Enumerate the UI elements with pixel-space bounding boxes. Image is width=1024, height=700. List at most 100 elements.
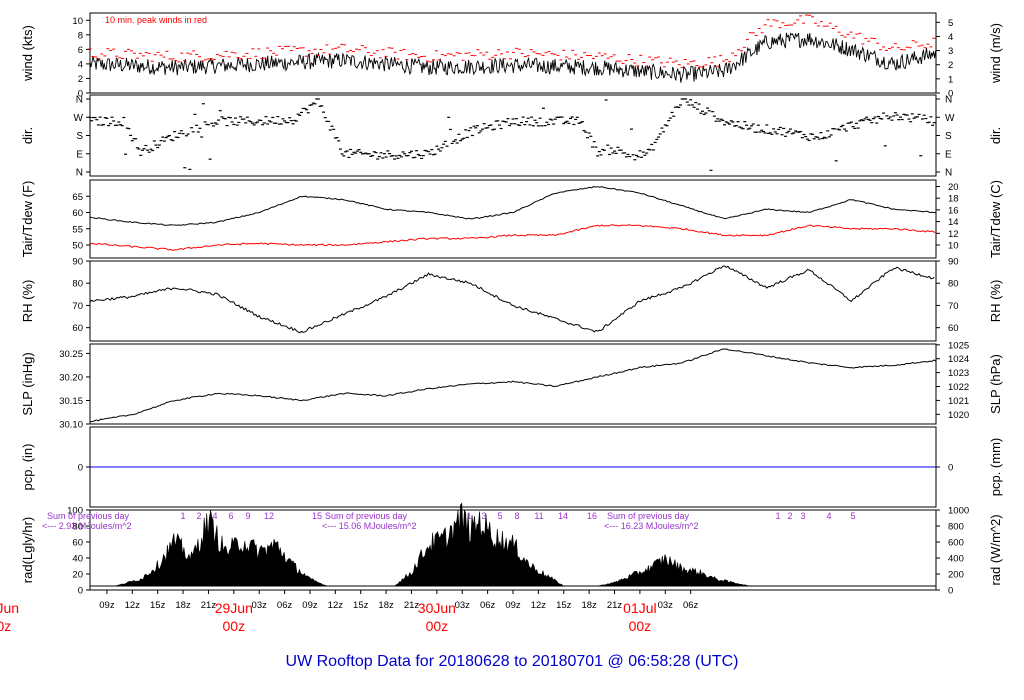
slp-left-axis-title: SLP (inHg) <box>20 352 35 415</box>
slp-right-tick-label: 1023 <box>948 368 969 379</box>
rad-right-tick-label: 1000 <box>948 506 969 517</box>
x-tick-label: 15z <box>353 600 369 611</box>
x-date-sublabel: 00z <box>0 618 11 634</box>
solar-hour-mark: 15 <box>312 511 322 521</box>
wind-right-tick-label: 5 <box>948 18 953 29</box>
pcp-left-tick-label: 0 <box>78 463 83 474</box>
wind-right-tick-label: 1 <box>948 74 953 85</box>
x-tick-label: 06z <box>480 600 496 611</box>
x-tick-label: 12z <box>125 600 141 611</box>
temp-frame <box>89 179 937 259</box>
x-tick-label: 09z <box>99 600 115 611</box>
x-date-label: 30Jun <box>418 600 456 616</box>
rh-left-tick-label: 70 <box>72 301 83 312</box>
wind-left-tick-label: 6 <box>78 45 83 56</box>
slp-frame <box>89 343 937 425</box>
rad-right-axis-title: rad (W/m^2) <box>988 514 1003 585</box>
pcp-right-tick-label: 0 <box>948 463 953 474</box>
wind-left-tick-label: 2 <box>78 74 83 85</box>
x-tick-label: 06z <box>683 600 699 611</box>
panel-rad: 02040608010002004006008001000rad(Lgly/hr… <box>20 506 1003 597</box>
wind-frame <box>89 12 937 94</box>
wind-right-tick-label: 3 <box>948 46 953 57</box>
solar-hour-mark: 1 <box>466 511 471 521</box>
x-tick-label: 03z <box>252 600 268 611</box>
chart-title: UW Rooftop Data for 20180628 to 20180701… <box>286 653 739 670</box>
slp-right-tick-label: 1025 <box>948 340 969 351</box>
x-tick-label: 21z <box>404 600 420 611</box>
solar-hour-mark: 4 <box>212 511 217 521</box>
temp-left-axis-title: Tair/Tdew (F) <box>20 181 35 258</box>
temp-right-tick-label: 14 <box>948 217 959 228</box>
solar-sum-value: <--- 16.23 MJoules/m^2 <box>604 521 699 531</box>
temp-left-tick-label: 60 <box>72 208 83 219</box>
x-tick-label: 09z <box>302 600 318 611</box>
temp-left-tick-label: 65 <box>72 192 83 203</box>
series-slp <box>90 348 937 423</box>
rh-right-tick-label: 60 <box>948 323 959 334</box>
x-tick-label: 15z <box>150 600 166 611</box>
solar-hour-mark: 2 <box>787 511 792 521</box>
wind-right-tick-label: 4 <box>948 32 953 43</box>
dir-left-tick-label: S <box>76 131 83 142</box>
temp-right-axis-title: Tair/Tdew (C) <box>988 180 1003 258</box>
slp-right-tick-label: 1020 <box>948 410 969 421</box>
x-date-label: 28Jun <box>0 600 19 616</box>
dir-left-tick-label: W <box>74 113 84 124</box>
solar-hour-mark: 14 <box>558 511 568 521</box>
solar-sum-label: Sum of previous day <box>325 511 408 521</box>
wind-right-tick-label: 0 <box>948 89 953 100</box>
temp-right-tick-label: 12 <box>948 229 959 240</box>
slp-right-tick-label: 1021 <box>948 396 969 407</box>
rh-right-tick-label: 90 <box>948 257 959 268</box>
solar-hour-mark: 9 <box>245 511 250 521</box>
solar-hour-mark: 6 <box>228 511 233 521</box>
x-tick-label: 03z <box>455 600 471 611</box>
rh-right-axis-title: RH (%) <box>988 280 1003 323</box>
rh-left-tick-label: 60 <box>72 323 83 334</box>
temp-right-tick-label: 20 <box>948 182 959 193</box>
panel-rh: 60 70 80 90 60 70 80 90 RH (%) RH (%) <box>20 257 1003 342</box>
solar-hour-mark: 3 <box>800 511 805 521</box>
solar-hour-mark: 8 <box>514 511 519 521</box>
x-tick-label: 09z <box>505 600 521 611</box>
rh-left-axis-title: RH (%) <box>20 280 35 323</box>
rad-left-axis-title: rad(Lgly/hr) <box>20 517 35 583</box>
x-tick-label: 18z <box>378 600 394 611</box>
dir-left-axis-title: dir. <box>20 127 35 144</box>
rh-right-tick-label: 80 <box>948 279 959 290</box>
dir-right-axis-title: dir. <box>988 127 1003 144</box>
solar-sum-label: Sum of previous day <box>47 511 130 521</box>
slp-left-tick-label: 30.15 <box>59 396 83 407</box>
rad-right-tick-label: 0 <box>948 586 953 597</box>
rad-left-tick-label: 40 <box>72 554 83 565</box>
rad-left-tick-label: 100 <box>67 506 83 517</box>
x-tick-label: 06z <box>277 600 293 611</box>
rh-left-tick-label: 80 <box>72 279 83 290</box>
solar-area-day-2 <box>393 502 565 587</box>
x-tick-label: 18z <box>581 600 597 611</box>
dir-left-tick-label: N <box>76 168 83 179</box>
rad-left-tick-label: 0 <box>78 586 83 597</box>
solar-hour-mark: 1 <box>180 511 185 521</box>
wind-left-tick-label: 0 <box>78 89 83 100</box>
solar-hour-mark: 5 <box>497 511 502 521</box>
solar-hour-mark: 11 <box>534 511 543 521</box>
rad-right-tick-label: 200 <box>948 570 964 581</box>
x-tick-label: 12z <box>328 600 344 611</box>
rh-left-tick-label: 90 <box>72 257 83 268</box>
rad-left-tick-label: 80 <box>72 522 83 533</box>
dir-left-tick-label: E <box>76 149 83 160</box>
dir-right-tick-label: E <box>945 149 952 160</box>
x-date-sublabel: 00z <box>223 618 246 634</box>
solar-sum-value: <--- 15.06 MJoules/m^2 <box>322 521 417 531</box>
solar-hour-mark: 2 <box>196 511 201 521</box>
slp-left-tick-label: 30.25 <box>59 349 83 360</box>
slp-right-axis-title: SLP (hPa) <box>988 354 1003 414</box>
solar-area-day-3 <box>597 554 750 587</box>
series-wind <box>89 32 937 83</box>
wind-right-tick-label: 2 <box>948 60 953 71</box>
